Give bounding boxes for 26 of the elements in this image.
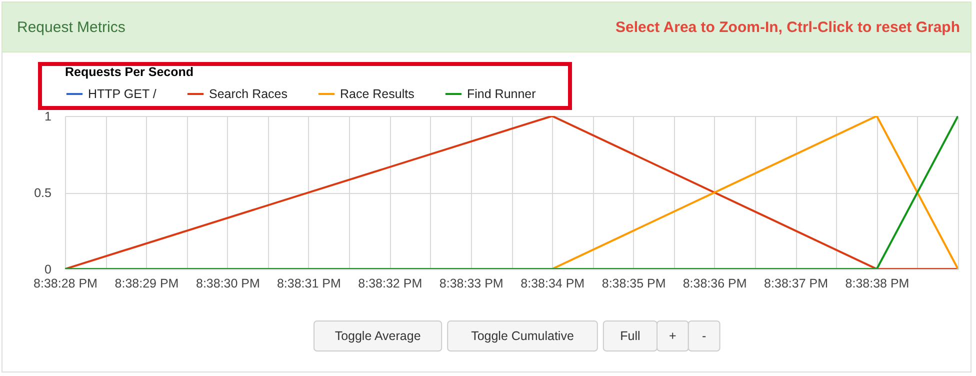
x-tick-label: 8:38:34 PM [520, 276, 585, 290]
x-tick-label: 8:38:31 PM [276, 276, 341, 290]
legend-label: HTTP GET / [88, 87, 157, 101]
x-tick-label: 8:38:37 PM [764, 276, 828, 290]
x-tick-label: 8:38:28 PM [34, 276, 98, 290]
x-tick-label: 8:38:36 PM [682, 276, 747, 290]
x-tick-label: 8:38:38 PM [845, 276, 910, 290]
y-tick-label: 0.5 [34, 186, 52, 200]
y-tick-label: 0 [44, 262, 52, 276]
legend-label: Race Results [340, 87, 414, 101]
legend-label: Find Runner [467, 87, 536, 101]
legend-label: Search Races [209, 87, 288, 101]
x-tick-label: 8:38:33 PM [439, 276, 504, 290]
chart-title: Request Metrics [17, 19, 126, 36]
text: Toggle Cumulative [471, 329, 574, 343]
legend-title: Requests Per Second [65, 65, 194, 79]
text: Toggle Average [334, 329, 421, 343]
x-tick-label: 8:38:32 PM [358, 276, 422, 290]
text: Full [620, 329, 640, 343]
text: + [669, 329, 676, 343]
x-tick-label: 8:38:35 PM [602, 276, 666, 290]
x-tick-label: 8:38:30 PM [196, 276, 260, 290]
text: - [702, 329, 706, 343]
x-tick-label: 8:38:29 PM [114, 276, 179, 290]
y-tick-label: 1 [44, 110, 52, 124]
text: Select Area to Zoom-In, Ctrl-Click to reset Graph [615, 19, 960, 36]
